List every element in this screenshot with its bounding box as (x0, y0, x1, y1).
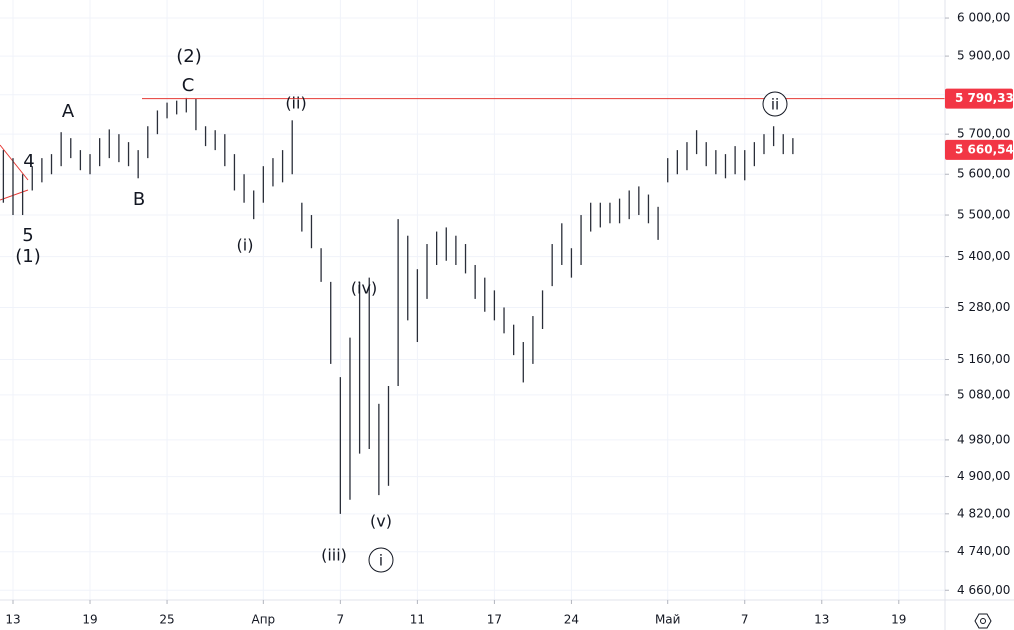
x-tick-label: 17 (487, 613, 502, 627)
wave-label: ii (771, 96, 779, 114)
wave-circle (762, 91, 788, 117)
wave-label: (iv) (351, 279, 377, 298)
x-tick-label: Май (655, 613, 681, 627)
wave-label: A (62, 101, 75, 122)
wave-label: (iii) (321, 546, 347, 565)
wave-label: i (379, 552, 383, 570)
wave-label: (1) (15, 246, 41, 267)
x-tick-label: 25 (159, 613, 174, 627)
level-tag (945, 88, 1013, 109)
last-price-label: 5 660,54 (955, 142, 1014, 156)
y-tick-label: 5 400,00 (957, 249, 1010, 263)
y-tick-label: 5 900,00 (957, 49, 1010, 63)
x-tick-label: 24 (564, 613, 579, 627)
wave-label: 5 (22, 225, 33, 246)
y-tick-label: 5 280,00 (957, 300, 1010, 314)
x-tick-label: 11 (410, 613, 425, 627)
x-tick-label: 13 (814, 613, 829, 627)
settings-button[interactable] (974, 613, 992, 629)
x-tick-label: 19 (82, 613, 97, 627)
y-tick-label: 5 700,00 (957, 127, 1010, 141)
x-tick-label: Апр (251, 613, 275, 627)
wave-label: 4 (23, 151, 34, 172)
y-tick-label: 5 600,00 (957, 167, 1010, 181)
x-tick-label: 13 (5, 613, 20, 627)
wave-label: (i) (237, 236, 254, 255)
y-tick-label: 4 820,00 (957, 506, 1010, 520)
level-tag-label: 5 790,33 (955, 91, 1014, 105)
wave-labels: (2) C A 4 B 5 (1) (i) (ii) (iii) (iv) (v… (15, 46, 788, 573)
settings-icon[interactable] (974, 613, 992, 629)
wave-label: (2) (176, 46, 202, 67)
x-tick-label: 19 (891, 613, 906, 627)
wedge-line (0, 189, 29, 201)
wave-label: C (182, 75, 195, 96)
wave-label: (v) (370, 512, 392, 531)
wave-label: B (133, 189, 145, 210)
wave-label: (ii) (285, 94, 306, 113)
y-tick-label: 4 740,00 (957, 544, 1010, 558)
wedge-line (0, 144, 29, 181)
y-tick-label: 5 160,00 (957, 352, 1010, 366)
y-tick-label: 5 500,00 (957, 208, 1010, 222)
settings-icon-dot (980, 618, 986, 624)
y-tick-label: 5 080,00 (957, 387, 1010, 401)
x-tick-label: 7 (741, 613, 749, 627)
x-tick-label: 7 (337, 613, 345, 627)
bars (2, 97, 945, 514)
y-tick-label: 6 000,00 (957, 11, 1010, 25)
axes: 6 000,005 900,005 800,005 700,005 600,00… (5, 11, 1013, 627)
wave-circle (368, 547, 394, 573)
y-tick-label: 4 660,00 (957, 583, 1010, 597)
y-tick-label: 4 980,00 (957, 432, 1010, 446)
last-price-tag (945, 139, 1013, 160)
y-tick-label: 4 900,00 (957, 469, 1010, 483)
